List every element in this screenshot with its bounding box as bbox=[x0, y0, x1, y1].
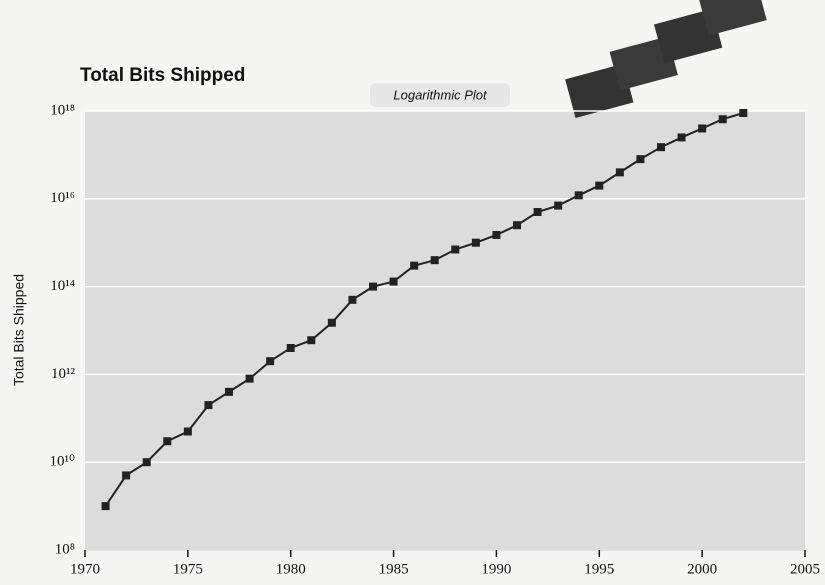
data-point bbox=[718, 115, 727, 124]
data-point bbox=[266, 357, 275, 366]
y-tick-label: 10⁸ bbox=[55, 541, 75, 557]
data-point bbox=[595, 181, 604, 190]
data-point bbox=[183, 427, 192, 436]
data-point bbox=[245, 374, 254, 383]
data-point bbox=[513, 221, 521, 230]
tab bbox=[370, 83, 510, 107]
data-point bbox=[451, 245, 460, 254]
x-tick-label: 2005 bbox=[790, 561, 820, 577]
x-tick-label: 1990 bbox=[481, 561, 511, 577]
data-point bbox=[286, 343, 295, 352]
data-point bbox=[657, 143, 665, 152]
data-point bbox=[636, 155, 645, 164]
data-point bbox=[327, 318, 336, 327]
data-point bbox=[554, 201, 563, 210]
data-point bbox=[677, 133, 686, 142]
data-point bbox=[122, 471, 131, 480]
data-point bbox=[163, 437, 172, 446]
data-point bbox=[348, 295, 357, 304]
data-point bbox=[574, 191, 583, 200]
data-point bbox=[471, 238, 480, 247]
x-tick-label: 2000 bbox=[687, 561, 717, 577]
y-tick-label: 10¹⁸ bbox=[50, 102, 75, 118]
data-point bbox=[410, 261, 419, 270]
data-point bbox=[739, 109, 748, 118]
data-point bbox=[101, 502, 110, 511]
y-tick-label: 10¹² bbox=[51, 366, 75, 382]
data-point bbox=[615, 168, 624, 177]
y-axis-label: Total Bits Shipped bbox=[11, 274, 27, 386]
x-tick-label: 1985 bbox=[379, 561, 409, 577]
data-point bbox=[533, 208, 542, 217]
x-tick-label: 1970 bbox=[70, 561, 100, 577]
data-point bbox=[389, 277, 398, 286]
data-point bbox=[430, 256, 439, 265]
y-tick-label: 10¹⁴ bbox=[50, 278, 75, 294]
data-point bbox=[492, 230, 501, 239]
data-point bbox=[142, 458, 151, 467]
x-tick-label: 1995 bbox=[584, 561, 614, 577]
y-tick-label: 10¹⁰ bbox=[49, 454, 75, 470]
chart-subtitle: Logarithmic Plot bbox=[393, 87, 488, 102]
data-point bbox=[307, 336, 316, 345]
data-point bbox=[204, 401, 213, 410]
data-point bbox=[369, 282, 377, 291]
x-tick-label: 1975 bbox=[173, 561, 203, 577]
y-tick-label: 10¹⁶ bbox=[50, 190, 75, 206]
chip-image bbox=[565, 0, 767, 118]
plot-area bbox=[85, 111, 805, 550]
chart-title: Total Bits Shipped bbox=[80, 65, 245, 86]
x-tick-label: 1980 bbox=[276, 561, 306, 577]
data-point bbox=[698, 124, 707, 133]
data-point bbox=[225, 387, 233, 396]
